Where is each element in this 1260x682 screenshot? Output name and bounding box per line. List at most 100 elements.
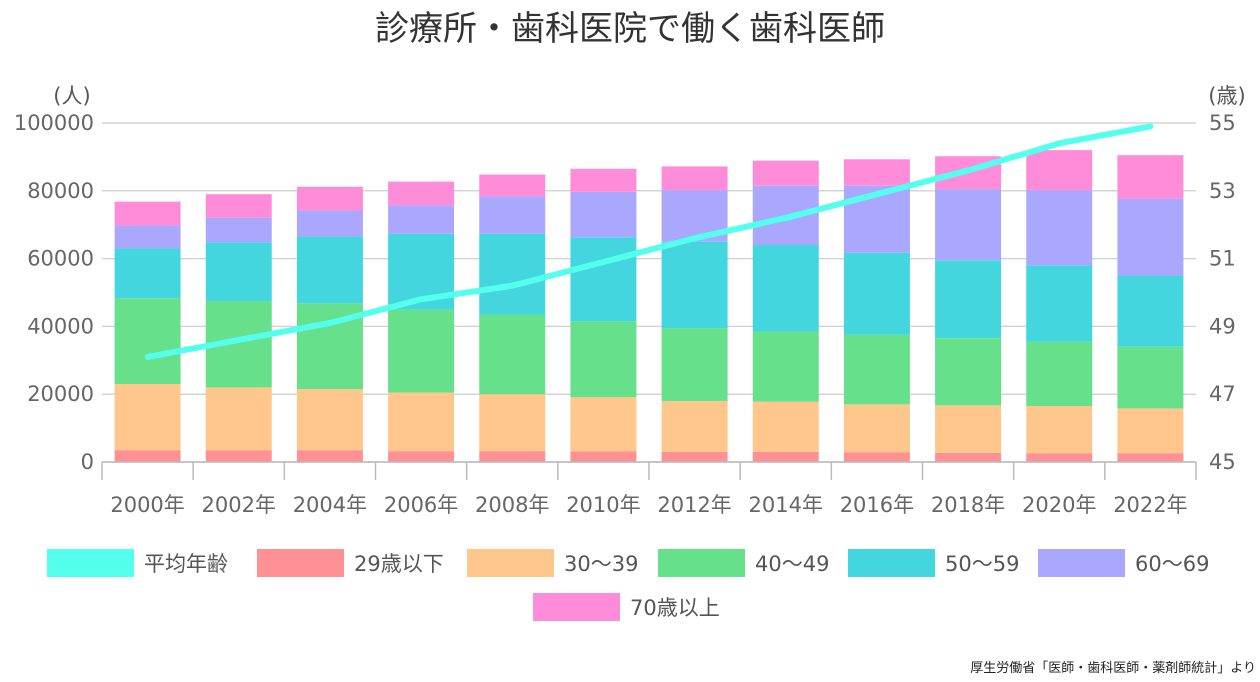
bar-segment-1[interactable]	[114, 450, 181, 462]
bar-segment-2[interactable]	[296, 389, 363, 451]
average-age-point[interactable]	[874, 191, 880, 197]
bar-segment-3[interactable]	[1026, 341, 1093, 407]
bar-segment-3[interactable]	[752, 331, 819, 402]
legend-item-1[interactable]: 平均年齢	[47, 549, 228, 577]
bar-segment-6[interactable]	[205, 194, 272, 218]
bar-segment-4[interactable]	[479, 233, 546, 315]
bar-segment-1[interactable]	[205, 450, 272, 462]
stacked-bars	[114, 150, 1184, 462]
bar-segment-4[interactable]	[1026, 265, 1093, 342]
average-age-point[interactable]	[965, 167, 971, 173]
x-tick-label: 2014年	[749, 493, 823, 517]
bar-segment-2[interactable]	[114, 384, 181, 451]
bar-segment-5[interactable]	[935, 189, 1002, 261]
legend-item-7[interactable]: 70歳以上	[533, 593, 720, 621]
bar-segment-4[interactable]	[661, 241, 728, 329]
bar-segment-4[interactable]	[570, 237, 637, 322]
bar-segment-6[interactable]	[661, 166, 728, 191]
bar-segment-5[interactable]	[388, 205, 455, 234]
bar-segment-6[interactable]	[388, 181, 455, 206]
bar-segment-1[interactable]	[935, 452, 1002, 462]
bar-segment-5[interactable]	[296, 210, 363, 237]
bar-segment-5[interactable]	[570, 191, 637, 238]
left-tick-label: 80000	[27, 179, 94, 203]
bar-segment-4[interactable]	[205, 242, 272, 301]
legend-item-5[interactable]: 50～59	[848, 549, 1019, 577]
bar-segment-3[interactable]	[843, 334, 910, 405]
left-tick-label: 60000	[27, 247, 94, 271]
bar-segment-4[interactable]	[296, 236, 363, 304]
bar-segment-2[interactable]	[661, 400, 728, 452]
bar-segment-2[interactable]	[570, 397, 637, 452]
bar-segment-5[interactable]	[205, 217, 272, 243]
bar-segment-1[interactable]	[1026, 453, 1093, 462]
bar-segment-5[interactable]	[479, 196, 546, 234]
average-age-point[interactable]	[418, 296, 424, 302]
average-age-point[interactable]	[692, 235, 698, 241]
bar-segment-1[interactable]	[479, 451, 546, 462]
legend-item-2[interactable]: 29歳以下	[257, 549, 444, 577]
bar-segment-1[interactable]	[388, 451, 455, 462]
bar-segment-4[interactable]	[843, 252, 910, 335]
bar-segment-1[interactable]	[752, 451, 819, 462]
bar-segment-2[interactable]	[752, 401, 819, 452]
bar-segment-1[interactable]	[1117, 453, 1184, 462]
left-axis-unit: (人)	[53, 84, 90, 108]
average-age-point[interactable]	[600, 259, 606, 265]
bar-segment-5[interactable]	[1026, 190, 1093, 266]
bar-segment-2[interactable]	[479, 394, 546, 452]
average-age-series-line[interactable]	[144, 123, 1154, 360]
bar-segment-1[interactable]	[843, 452, 910, 462]
bar-segment-6[interactable]	[752, 160, 819, 186]
bar-segment-6[interactable]	[479, 174, 546, 197]
bar-segment-3[interactable]	[114, 298, 181, 385]
bar-segment-6[interactable]	[296, 186, 363, 211]
average-age-point[interactable]	[1056, 140, 1062, 146]
bar-segment-2[interactable]	[935, 405, 1002, 453]
bar-segment-6[interactable]	[570, 168, 637, 192]
bar-segment-6[interactable]	[114, 201, 181, 226]
bar-segment-4[interactable]	[1117, 275, 1184, 347]
x-tick-label: 2012年	[657, 493, 731, 517]
x-tick-label: 2002年	[202, 493, 276, 517]
bar-segment-3[interactable]	[479, 314, 546, 395]
x-tick-label: 2020年	[1022, 493, 1096, 517]
legend-swatch	[658, 549, 745, 577]
bar-segment-2[interactable]	[1117, 408, 1184, 454]
bar-segment-3[interactable]	[1117, 346, 1184, 409]
bar-segment-5[interactable]	[114, 225, 181, 249]
bar-segment-2[interactable]	[1026, 406, 1093, 454]
bar-segment-6[interactable]	[1026, 150, 1093, 191]
bar-segment-3[interactable]	[935, 338, 1002, 406]
bar-segment-5[interactable]	[1117, 198, 1184, 276]
right-tick-label: 45	[1209, 450, 1236, 474]
bar-segment-3[interactable]	[570, 321, 637, 398]
bar-segment-6[interactable]	[843, 159, 910, 186]
left-tick-label: 20000	[27, 382, 94, 406]
source-note: 厚生労働省「医師・歯科医師・薬剤師統計」より	[970, 660, 1256, 676]
legend-swatch	[848, 549, 935, 577]
legend-item-3[interactable]: 30～39	[467, 549, 638, 577]
average-age-point[interactable]	[509, 283, 515, 289]
average-age-point[interactable]	[236, 337, 242, 343]
bar-segment-2[interactable]	[843, 404, 910, 453]
average-age-point[interactable]	[783, 215, 789, 221]
bar-segment-2[interactable]	[205, 387, 272, 451]
bar-segment-1[interactable]	[661, 451, 728, 462]
bar-segment-4[interactable]	[752, 245, 819, 332]
bar-segment-2[interactable]	[388, 392, 455, 452]
average-age-point[interactable]	[327, 320, 333, 326]
bar-segment-3[interactable]	[661, 328, 728, 401]
bar-segment-4[interactable]	[935, 260, 1002, 339]
legend-item-4[interactable]: 40～49	[658, 549, 829, 577]
bar-segment-1[interactable]	[570, 451, 637, 462]
legend[interactable]: 平均年齢 29歳以下 30～39 40～49 50～59 60～69 70歳以上	[47, 549, 1209, 621]
legend-item-6[interactable]: 60～69	[1038, 549, 1209, 577]
bar-segment-1[interactable]	[296, 450, 363, 462]
bar-segment-4[interactable]	[114, 248, 181, 299]
average-age-point[interactable]	[1147, 123, 1153, 129]
bar-segment-6[interactable]	[1117, 155, 1184, 199]
right-tick-label: 47	[1209, 382, 1236, 406]
bar-segment-3[interactable]	[388, 309, 455, 393]
average-age-point[interactable]	[145, 354, 151, 360]
